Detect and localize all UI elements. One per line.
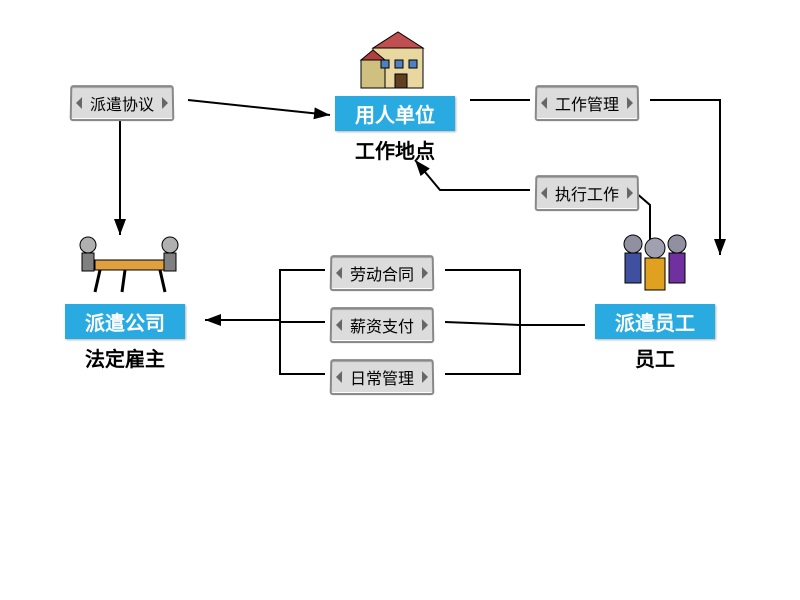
label-labor-contract: 劳动合同 — [330, 255, 435, 291]
node-employer-title: 用人单位 — [335, 96, 455, 131]
node-worker-subtitle: 员工 — [595, 343, 715, 372]
building-icon — [355, 20, 435, 92]
flowchart-canvas: 用人单位 工作地点 派遣公司 法定雇主 派遣员工 员工 派遣协议 — [0, 0, 800, 600]
label-salary-payment: 薪资支付 — [330, 307, 435, 343]
node-agency-title: 派遣公司 — [65, 304, 185, 339]
node-agency-subtitle: 法定雇主 — [65, 343, 185, 372]
people-group-icon — [605, 230, 705, 300]
label-daily-management: 日常管理 — [330, 359, 435, 395]
label-work-management: 工作管理 — [535, 85, 640, 121]
node-employer: 用人单位 工作地点 — [335, 20, 455, 164]
node-employer-subtitle: 工作地点 — [335, 135, 455, 164]
label-perform-work: 执行工作 — [535, 175, 640, 211]
node-worker-title: 派遣员工 — [595, 304, 715, 339]
node-worker: 派遣员工 员工 — [595, 230, 715, 372]
desk-meeting-icon — [70, 230, 180, 300]
node-agency: 派遣公司 法定雇主 — [65, 230, 185, 372]
label-dispatch-agreement: 派遣协议 — [70, 85, 175, 121]
